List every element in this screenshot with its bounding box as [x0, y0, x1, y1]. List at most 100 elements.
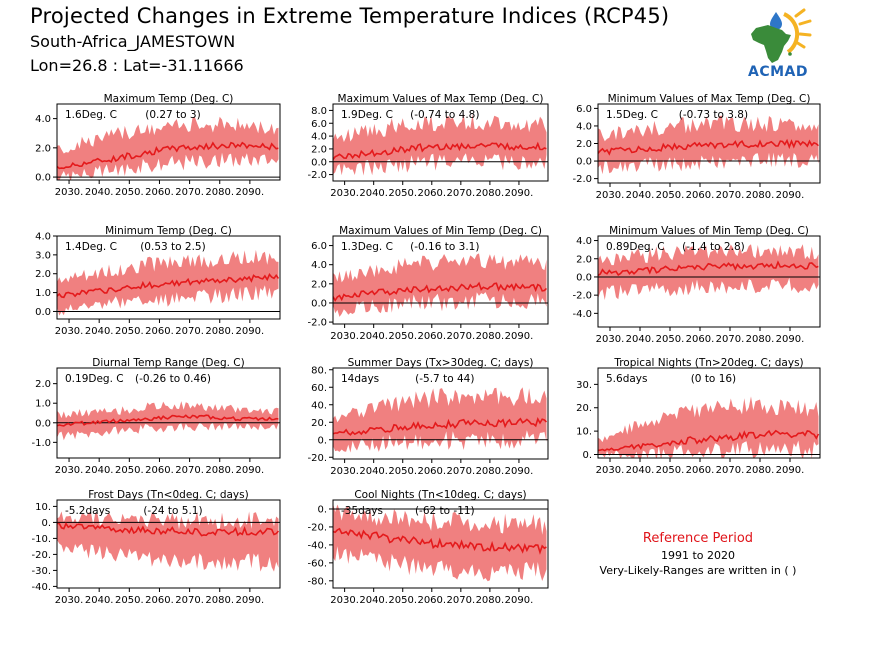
x-tick-label: 2060.	[145, 326, 174, 337]
range-band	[57, 116, 279, 180]
x-tick-label: 2090.	[236, 326, 265, 337]
chart-summary: 14days	[341, 373, 379, 385]
median-line	[333, 527, 547, 555]
chart-range: (0 to 16)	[691, 373, 736, 385]
median-line	[57, 414, 279, 427]
chart-summary: 1.3Deg. C	[341, 241, 393, 253]
y-tick-label: 2.0	[311, 279, 327, 290]
chart-11: 0.-20.-40.-60.-80.2030. 2040. 2050. 2060. 20…	[307, 489, 549, 606]
plot-frame	[332, 499, 549, 589]
plot-area	[57, 401, 280, 441]
chart-summary: 1.6Deg. C	[65, 109, 117, 121]
plot-frame	[56, 235, 281, 320]
x-tick-label: 2070.	[716, 465, 745, 476]
x-tick-label: 2050.	[115, 326, 144, 337]
reference-period-title: Reference Period	[642, 531, 754, 546]
x-tick-label: 2030.	[596, 334, 625, 345]
x-tick-label: 2030.	[596, 465, 625, 476]
x-tick-label: 2060.	[686, 465, 715, 476]
range-band	[598, 396, 819, 458]
y-tick-label: -20.	[307, 453, 327, 464]
y-tick-label: 4.0	[311, 260, 327, 271]
median-line	[333, 416, 548, 436]
plot-frame	[332, 103, 549, 182]
africa-map-icon	[751, 8, 812, 63]
y-tick-label: 2.0	[311, 144, 327, 155]
y-tick-label: 0.0	[311, 298, 327, 309]
y-tick-label: -2.0	[307, 318, 327, 329]
chart-summary: 1.9Deg. C	[341, 109, 393, 121]
plot-frame	[332, 235, 549, 325]
chart-title: Summer Days (Tx>30deg. C; days)	[348, 357, 534, 369]
x-tick-label: 2090.	[505, 331, 534, 342]
plot-area	[598, 396, 820, 458]
range-band	[333, 387, 547, 453]
median-line	[57, 141, 279, 170]
median-line	[57, 273, 280, 299]
x-tick-label: 2050.	[656, 334, 685, 345]
median-line	[598, 260, 819, 277]
x-tick-label: 2070.	[447, 331, 476, 342]
x-tick-label: 2070.	[447, 188, 476, 199]
y-tick-label: 2.0	[35, 379, 51, 390]
chart-range: (0.53 to 2.5)	[140, 241, 206, 253]
x-tick-label: 2060.	[145, 187, 174, 198]
x-tick-label: 2070.	[716, 334, 745, 345]
y-tick-label: -2.0	[307, 170, 327, 181]
x-tick-label: 2070.	[175, 326, 204, 337]
y-tick-label: 4.0	[311, 132, 327, 143]
location-coords: Lon=26.8 : Lat=-31.11666	[30, 56, 244, 75]
chart-title: Tropical Nights (Tn>20deg. C; days)	[613, 357, 803, 369]
chart-summary: 1.4Deg. C	[65, 241, 117, 253]
x-tick-label: 2080.	[746, 334, 775, 345]
y-tick-label: 0.	[317, 435, 327, 446]
x-tick-label: 2030.	[55, 465, 84, 476]
y-tick-label: 1.0	[35, 399, 51, 410]
plot-frame	[56, 103, 281, 181]
x-tick-label: 2060.	[686, 190, 715, 201]
chart-summary: 5.6days	[606, 373, 647, 385]
x-tick-label: 2050.	[115, 595, 144, 606]
plot-area	[598, 115, 820, 175]
x-tick-label: 2050.	[115, 465, 144, 476]
x-tick-label: 2040.	[359, 595, 388, 606]
chart-range: (-0.73 to 3.8)	[679, 109, 748, 121]
plot-area	[333, 253, 548, 317]
y-tick-label: -2.0	[572, 291, 592, 302]
y-tick-label: 4.0	[35, 114, 51, 125]
chart-range: (-0.26 to 0.46)	[135, 373, 211, 385]
chart-range: (0.27 to 3)	[145, 109, 200, 121]
chart-8: 80.60.40.20.0.-20.2030. 2040. 2050. 2060. 20…	[307, 357, 549, 477]
chart-9: 30. 20. 10. 0. 2030. 2040. 2050. 2060. 2070. 2080…	[576, 357, 821, 476]
x-tick-label: 2080.	[476, 595, 505, 606]
range-band	[57, 511, 279, 572]
y-tick-label: -40.	[307, 540, 327, 551]
chart-summary: -35days	[341, 505, 383, 517]
plot-area	[333, 387, 548, 453]
y-tick-label: 0.0	[35, 173, 51, 184]
y-tick-label: 0.0	[576, 272, 592, 283]
x-tick-label: 2090.	[505, 595, 534, 606]
y-tick-label: 6.0	[576, 104, 592, 115]
plot-frame	[332, 367, 549, 460]
y-tick-label: -30.	[31, 566, 51, 577]
x-tick-label: 2090.	[505, 188, 534, 199]
range-band	[57, 401, 279, 441]
y-tick-label: 0.0	[35, 307, 51, 318]
x-tick-label: 2040.	[359, 188, 388, 199]
y-tick-label: 6.0	[311, 241, 327, 252]
y-tick-label: 0.0	[35, 418, 51, 429]
x-tick-label: 2090.	[776, 465, 805, 476]
x-tick-label: 2070.	[447, 595, 476, 606]
x-tick-label: 2060.	[417, 595, 446, 606]
chart-summary: 1.5Deg. C	[606, 109, 658, 121]
x-tick-label: 2080.	[205, 326, 234, 337]
median-line	[57, 522, 280, 537]
plot-area	[333, 114, 548, 176]
y-tick-label: 1.0	[35, 288, 51, 299]
x-tick-label: 2040.	[626, 334, 655, 345]
chart-range: (-24 to 5.1)	[143, 505, 202, 517]
median-line	[333, 141, 547, 160]
